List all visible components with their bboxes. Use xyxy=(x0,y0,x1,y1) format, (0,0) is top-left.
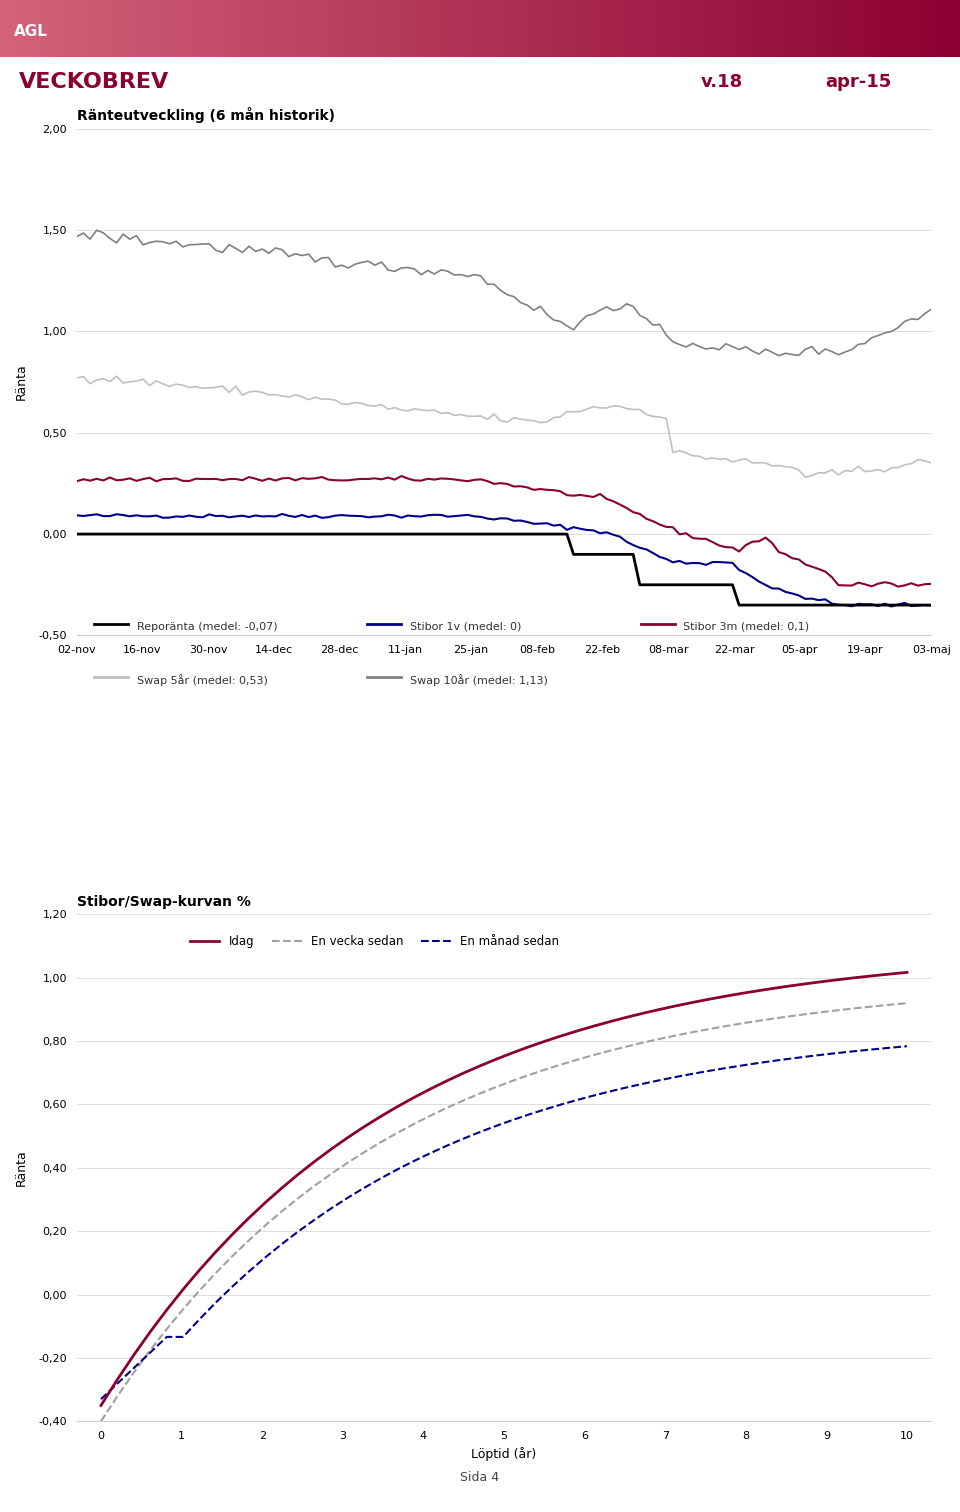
Y-axis label: Ränta: Ränta xyxy=(14,1149,27,1187)
Text: v.18: v.18 xyxy=(701,73,743,91)
Y-axis label: Ränta: Ränta xyxy=(14,363,28,401)
Text: Swap 10år (medel: 1,13): Swap 10år (medel: 1,13) xyxy=(410,674,548,686)
X-axis label: Löptid (år): Löptid (år) xyxy=(471,1447,537,1461)
Legend: Idag, En vecka sedan, En månad sedan: Idag, En vecka sedan, En månad sedan xyxy=(185,930,564,953)
Text: Ränteutveckling (6 mån historik): Ränteutveckling (6 mån historik) xyxy=(77,107,335,122)
Text: AGL: AGL xyxy=(14,24,48,39)
Text: Stibor/Swap-kurvan %: Stibor/Swap-kurvan % xyxy=(77,895,251,909)
Text: Swap 5år (medel: 0,53): Swap 5år (medel: 0,53) xyxy=(136,674,268,686)
Text: Stibor 1v (medel: 0): Stibor 1v (medel: 0) xyxy=(410,621,521,632)
Text: Stibor 3m (medel: 0,1): Stibor 3m (medel: 0,1) xyxy=(684,621,809,632)
Text: apr-15: apr-15 xyxy=(826,73,892,91)
Text: VECKOBREV: VECKOBREV xyxy=(19,71,170,92)
Text: Sida 4: Sida 4 xyxy=(461,1471,499,1485)
Text: Reporänta (medel: -0,07): Reporänta (medel: -0,07) xyxy=(136,621,277,632)
